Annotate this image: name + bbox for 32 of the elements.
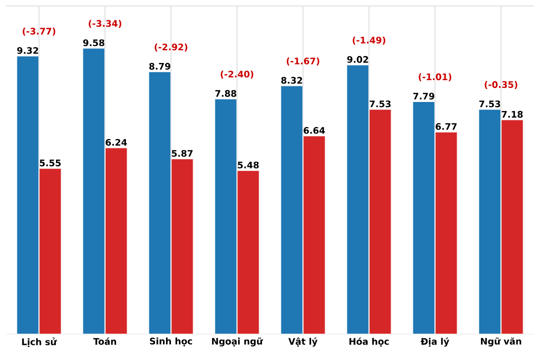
- data-label: 6.24: [106, 138, 127, 146]
- data-label: 7.53: [479, 100, 500, 108]
- x-tick-label: Ngoại ngữ: [212, 338, 263, 346]
- x-tick-label: Toán: [93, 338, 116, 345]
- annotation: (-1.67): [286, 57, 320, 66]
- x-tick-label: Địa lý: [420, 338, 450, 347]
- data-label: 6.77: [436, 123, 457, 130]
- data-label: 5.87: [172, 150, 193, 157]
- data-label: 7.88: [215, 90, 236, 97]
- x-tick-label: Ngữ văn: [480, 338, 522, 346]
- x-tick-label: Sinh học: [150, 338, 192, 346]
- data-label: 9.02: [347, 56, 368, 63]
- annotation: (-2.92): [154, 43, 188, 52]
- x-tick-label: Hóa học: [349, 338, 389, 347]
- data-label: 7.53: [370, 100, 391, 108]
- data-label: 5.48: [238, 162, 259, 168]
- data-label: 5.55: [40, 160, 61, 166]
- data-label: 9.58: [83, 39, 104, 46]
- x-tick-label: Vật lý: [288, 338, 318, 347]
- annotation: (-3.34): [88, 20, 122, 28]
- data-label: 7.79: [413, 92, 434, 100]
- data-label: 6.64: [304, 127, 325, 134]
- x-tick-label: Lịch sử: [22, 338, 57, 347]
- annotation: (-1.49): [352, 36, 386, 45]
- data-label: 7.18: [502, 110, 523, 118]
- annotation: (-3.77): [22, 28, 56, 36]
- data-label: 8.32: [281, 76, 302, 84]
- data-label: 8.79: [149, 62, 170, 70]
- annotation: (-1.01): [418, 73, 452, 82]
- data-label: 9.32: [17, 47, 38, 54]
- annotation: (-0.35): [484, 81, 518, 90]
- annotation: (-2.40): [220, 70, 254, 79]
